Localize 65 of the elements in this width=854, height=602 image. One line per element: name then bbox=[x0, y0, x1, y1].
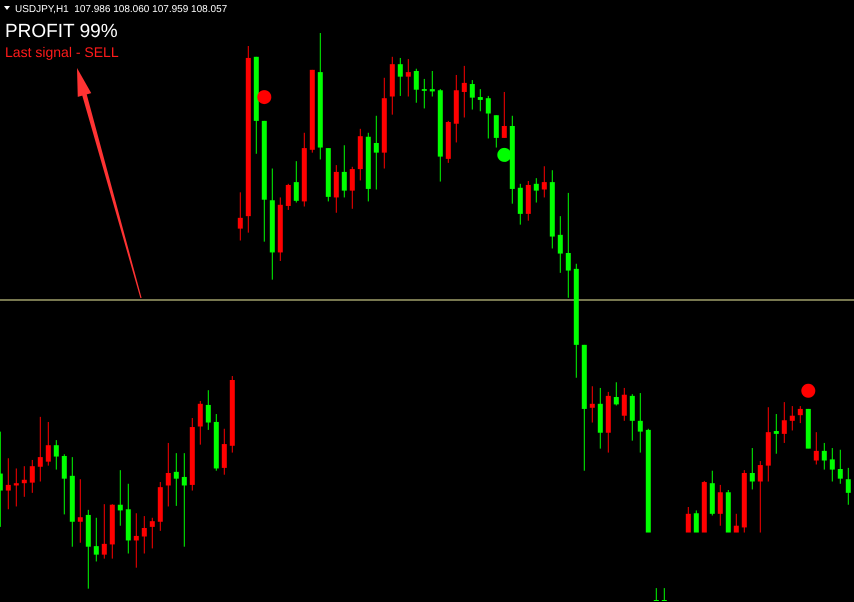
candlestick bbox=[38, 416, 43, 482]
candlestick bbox=[134, 512, 139, 568]
candlestick bbox=[374, 115, 379, 190]
annotation: PROFIT 99% bbox=[5, 21, 118, 42]
candlestick bbox=[294, 160, 299, 204]
candlestick bbox=[342, 144, 347, 198]
candlestick bbox=[94, 517, 99, 562]
candlestick bbox=[534, 178, 539, 204]
candlestick bbox=[430, 70, 435, 98]
candlestick bbox=[78, 478, 83, 544]
candlestick bbox=[30, 459, 35, 494]
candlestick bbox=[486, 95, 491, 139]
candlestick bbox=[774, 414, 779, 454]
candlestick bbox=[166, 442, 171, 507]
candlestick bbox=[118, 470, 123, 526]
candlestick bbox=[542, 166, 547, 198]
candlestick bbox=[814, 432, 819, 465]
candlestick bbox=[198, 400, 203, 446]
candlestick bbox=[238, 192, 243, 242]
candlestick bbox=[686, 506, 691, 534]
candlestick bbox=[782, 402, 787, 444]
candlestick bbox=[718, 484, 723, 526]
candlestick bbox=[470, 80, 475, 110]
candlestick bbox=[286, 183, 291, 210]
candlestick bbox=[694, 510, 699, 534]
candlestick bbox=[614, 382, 619, 406]
candlestick bbox=[758, 460, 763, 534]
candlestick bbox=[406, 58, 411, 98]
annotation: Last signal - SELL bbox=[5, 44, 119, 60]
candlestick bbox=[638, 392, 643, 454]
candlestick bbox=[398, 57, 403, 96]
candlestick bbox=[206, 390, 211, 430]
candlestick bbox=[662, 588, 667, 601]
candlestick bbox=[182, 452, 187, 548]
chart-title: USDJPY,H1 107.986 108.060 107.959 108.057 bbox=[15, 4, 228, 15]
candlestick bbox=[222, 428, 227, 476]
candlestick bbox=[102, 504, 107, 560]
candlestick bbox=[478, 88, 483, 112]
candlestick bbox=[654, 588, 659, 601]
candlestick bbox=[502, 91, 507, 138]
candlestick bbox=[174, 452, 179, 506]
candlestick bbox=[566, 192, 571, 298]
candlestick bbox=[14, 468, 19, 507]
candlestick bbox=[558, 216, 563, 274]
candlestick bbox=[62, 454, 67, 515]
candlestick bbox=[54, 440, 59, 470]
candlestick bbox=[46, 421, 51, 466]
candlestick bbox=[494, 114, 499, 148]
candlestick bbox=[150, 517, 155, 549]
candlestick bbox=[590, 386, 595, 424]
candlestick bbox=[790, 406, 795, 431]
candlestick bbox=[798, 406, 803, 424]
candlestick bbox=[750, 448, 755, 490]
candlestick bbox=[422, 78, 427, 109]
candlestick bbox=[838, 449, 843, 484]
candlestick bbox=[830, 448, 835, 482]
candlestick bbox=[822, 442, 827, 470]
candlestick bbox=[414, 68, 419, 104]
candlestick bbox=[462, 65, 467, 118]
candlestick bbox=[142, 516, 147, 554]
candlestick bbox=[6, 458, 11, 510]
candlestick bbox=[846, 467, 851, 506]
candlestick bbox=[622, 387, 627, 422]
candlestick bbox=[734, 513, 739, 534]
candlestick bbox=[350, 166, 355, 210]
